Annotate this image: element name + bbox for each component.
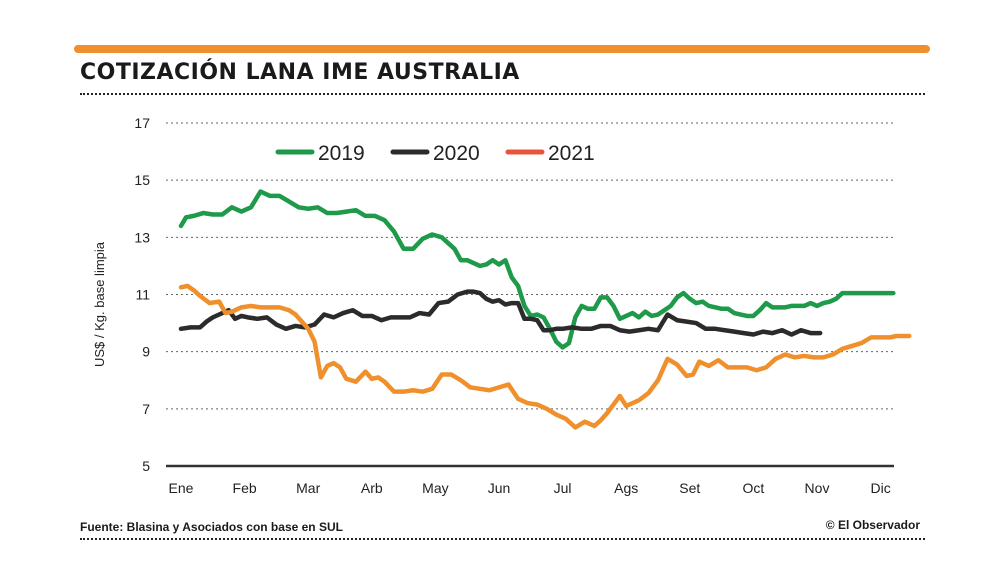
series-line-2021	[178, 283, 912, 430]
x-tick-label: Arb	[361, 480, 383, 496]
x-tick-label: Ene	[169, 480, 194, 496]
x-tick-label: Dic	[870, 480, 890, 496]
credit-note: © El Observador	[825, 518, 920, 532]
series-line-2019	[178, 189, 896, 350]
y-tick-label: 9	[142, 344, 150, 360]
source-note: Fuente: Blasina y Asociados con base en …	[80, 520, 343, 534]
legend-label-2020: 2020	[433, 142, 480, 165]
x-tick-label: Feb	[233, 480, 257, 496]
x-tick-label: May	[422, 480, 448, 496]
x-tick-label: Jul	[554, 480, 572, 496]
y-tick-label: 7	[142, 401, 150, 417]
y-axis-label: US$ / Kg. base limpia	[92, 241, 107, 367]
y-tick-label: 17	[134, 115, 150, 131]
footer-divider	[80, 538, 925, 540]
x-tick-label: Oct	[743, 480, 765, 496]
y-tick-label: 13	[134, 229, 150, 245]
series-line-2020	[178, 289, 823, 337]
x-tick-label: Mar	[296, 480, 320, 496]
x-tick-label: Jun	[488, 480, 511, 496]
chart-title: COTIZACIÓN LANA IME AUSTRALIA	[80, 60, 520, 85]
y-tick-label: 5	[142, 458, 150, 474]
y-tick-label: 11	[135, 287, 150, 303]
x-tick-label: Set	[679, 480, 700, 496]
top-accent-rule	[74, 45, 930, 53]
legend-label-2021: 2021	[548, 142, 595, 165]
legend-label-2019: 2019	[318, 142, 365, 165]
title-divider	[80, 93, 925, 95]
x-tick-label: Nov	[805, 480, 830, 496]
x-tick-label: Ags	[614, 480, 638, 496]
y-tick-label: 15	[134, 172, 150, 188]
